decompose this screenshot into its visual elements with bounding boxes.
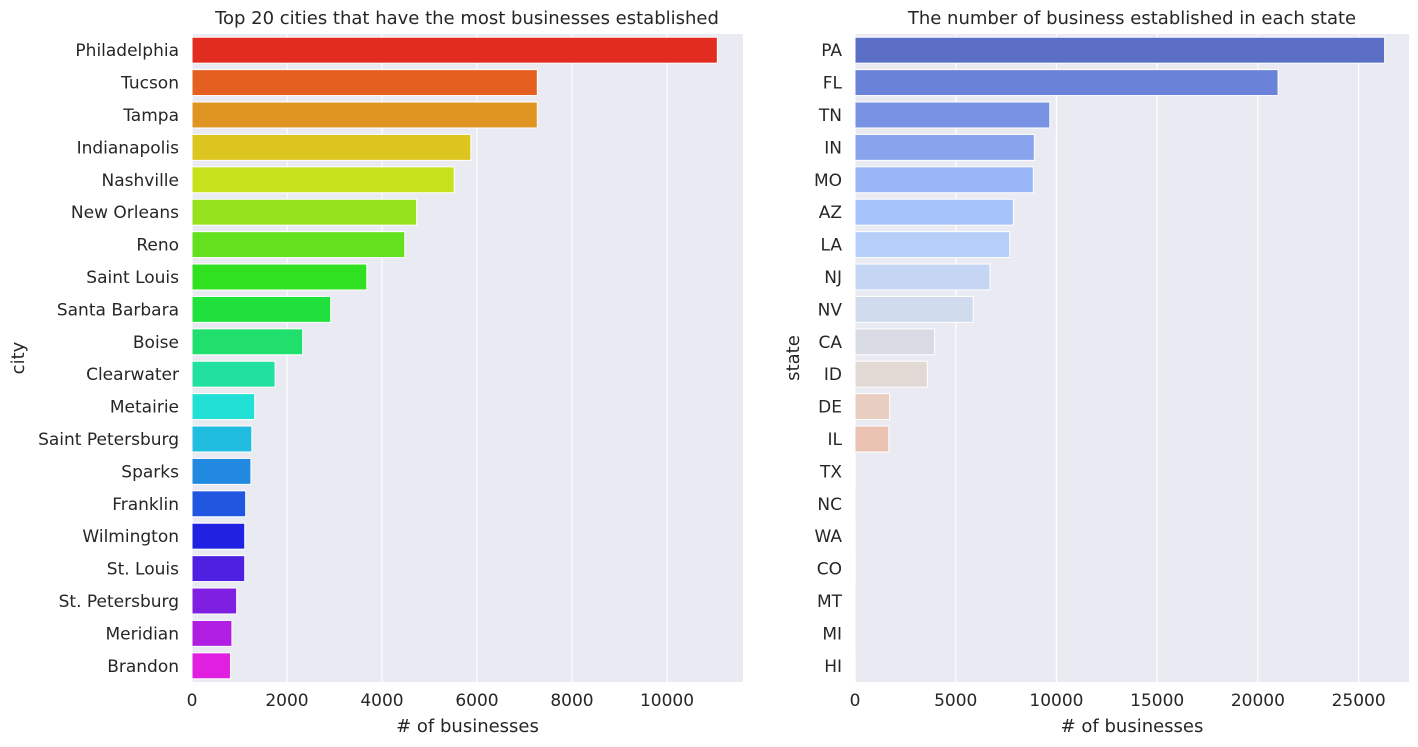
city-category-label: Metairie: [110, 398, 179, 418]
state-category-label: CO: [817, 560, 842, 580]
state-bar-il: [854, 425, 890, 453]
state-category-label: TN: [818, 106, 842, 126]
state-bar-tn: [854, 101, 1051, 129]
state-x-axis-label: # of businesses: [1061, 716, 1204, 737]
city-bar-st-louis: [191, 555, 246, 583]
state-category-label: AZ: [819, 203, 842, 223]
city-category-label: New Orleans: [71, 203, 179, 223]
city-bar-brandon: [191, 652, 231, 680]
state-category-label: NJ: [824, 268, 842, 288]
state-bar-fl: [854, 69, 1279, 97]
city-bar-sparks: [191, 457, 252, 485]
city-bar-nashville: [191, 166, 455, 194]
city-bar-reno: [191, 231, 406, 259]
state-chart-title: The number of business established in ea…: [907, 8, 1356, 29]
city-plot-area: [192, 34, 743, 682]
city-x-axis-label: # of businesses: [396, 716, 539, 737]
state-bar-az: [854, 198, 1014, 226]
state-category-label: WA: [814, 527, 842, 547]
city-category-label: Reno: [136, 236, 179, 256]
state-category-label: MT: [817, 592, 843, 612]
state-category-label: FL: [823, 74, 843, 94]
city-bar-franklin: [191, 490, 247, 518]
city-x-tick-label: 8000: [550, 691, 593, 711]
city-bar-wilmington: [191, 522, 246, 550]
state-category-label: HI: [824, 657, 842, 677]
city-chart-title: Top 20 cities that have the most busines…: [214, 8, 719, 29]
city-category-label: Philadelphia: [75, 41, 179, 61]
city-category-label: Nashville: [102, 171, 179, 191]
city-bar-new-orleans: [191, 198, 418, 226]
city-bar-boise: [191, 328, 304, 356]
state-category-label: NV: [818, 300, 843, 320]
state-category-label: DE: [818, 398, 842, 418]
city-bar-metairie: [191, 393, 256, 421]
state-bar-mo: [854, 166, 1034, 194]
city-category-label: Saint Petersburg: [38, 430, 179, 450]
city-bar-saint-louis: [191, 263, 368, 291]
state-chart: 0 5000 10000 15000 20000 25000 PA FL TN IN MO AZ LA N…: [783, 8, 1409, 737]
city-bar-tampa: [191, 101, 538, 129]
city-bar-saint-petersburg: [191, 425, 253, 453]
city-bar-clearwater: [191, 360, 276, 388]
city-bar-tucson: [191, 69, 538, 97]
state-bar-nv: [854, 295, 974, 323]
city-category-label: St. Louis: [107, 560, 179, 580]
city-category-label: Indianapolis: [77, 138, 180, 158]
state-x-tick-label: 20000: [1231, 691, 1285, 711]
city-category-label: Meridian: [105, 624, 179, 644]
state-category-label: CA: [819, 333, 843, 353]
state-category-label: NC: [817, 495, 842, 515]
city-category-label: Franklin: [112, 495, 179, 515]
city-category-label: Clearwater: [86, 365, 179, 385]
city-bar-philadelphia: [191, 36, 718, 64]
city-y-axis-label: city: [8, 341, 29, 374]
city-x-tick-label: 6000: [455, 691, 498, 711]
city-bar-meridian: [191, 619, 233, 647]
city-x-tick-label: 4000: [360, 691, 403, 711]
state-category-label: TX: [819, 462, 842, 482]
state-y-axis-label: state: [783, 335, 804, 381]
state-x-tick-label: 15000: [1130, 691, 1184, 711]
state-bar-id: [854, 360, 928, 388]
city-category-label: Brandon: [107, 657, 179, 677]
state-category-label: PA: [821, 41, 842, 61]
city-x-tick-label: 0: [187, 691, 198, 711]
city-category-label: Sparks: [121, 462, 179, 482]
state-category-label: IN: [824, 138, 842, 158]
state-bar-nj: [854, 263, 991, 291]
city-category-label: Tucson: [120, 74, 179, 94]
state-x-tick-label: 0: [850, 691, 861, 711]
state-x-tick-label: 5000: [934, 691, 977, 711]
state-bar-in: [854, 133, 1035, 161]
state-bar-de: [854, 393, 891, 421]
city-x-tick-label: 10000: [640, 691, 694, 711]
city-category-label: Boise: [133, 333, 179, 353]
city-category-label: Tampa: [122, 106, 179, 126]
city-bar-santa-barbara: [191, 295, 332, 323]
city-bar-st-petersburg: [191, 587, 238, 615]
state-category-label: MO: [814, 171, 842, 191]
city-bar-indianapolis: [191, 133, 472, 161]
city-category-label: St. Petersburg: [59, 592, 179, 612]
city-category-label: Wilmington: [82, 527, 179, 547]
state-bar-la: [854, 231, 1011, 259]
state-category-label: LA: [821, 236, 843, 256]
city-chart: 0 2000 4000 6000 8000 10000 Philadelphia Tucson…: [8, 8, 743, 737]
city-category-label: Santa Barbara: [57, 300, 179, 320]
state-bar-pa: [854, 36, 1386, 64]
state-category-label: MI: [822, 624, 842, 644]
state-plot-area: [855, 34, 1409, 682]
city-category-label: Saint Louis: [86, 268, 179, 288]
state-x-tick-label: 10000: [1029, 691, 1083, 711]
state-bar-ca: [854, 328, 936, 356]
state-x-tick-label: 25000: [1332, 691, 1386, 711]
state-category-label: IL: [828, 430, 843, 450]
city-x-tick-label: 2000: [265, 691, 308, 711]
state-category-label: ID: [824, 365, 842, 385]
